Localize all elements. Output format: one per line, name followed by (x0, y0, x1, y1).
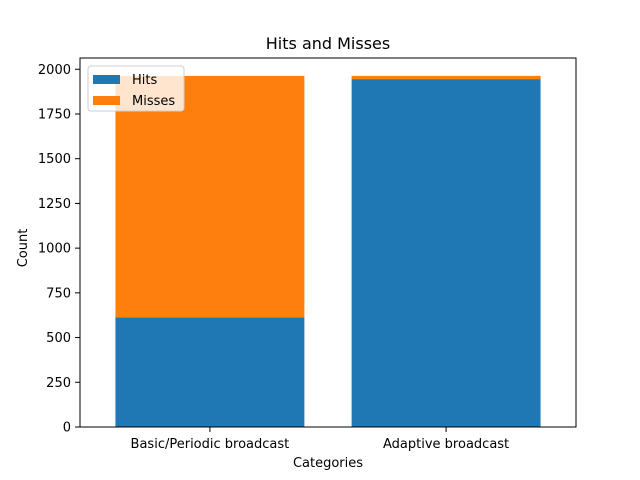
axes-layer (79, 57, 577, 428)
y-tick-label: 750 (46, 286, 71, 301)
legend-swatch-hits (93, 75, 120, 84)
legend-label-misses: Misses (132, 94, 175, 109)
y-tick-label: 2000 (38, 63, 71, 78)
bars-layer (115, 75, 541, 428)
legend: Hits Misses (87, 65, 185, 112)
y-axis-label: Count (16, 229, 31, 268)
legend-label-hits: Hits (132, 73, 157, 88)
bar-hits-0 (115, 317, 305, 427)
legend-swatch-misses (93, 96, 120, 105)
x-tick-label: Adaptive broadcast (383, 437, 509, 452)
y-tick-label: 0 (63, 421, 71, 436)
bar-misses-1 (351, 75, 541, 80)
plot-frame (79, 57, 577, 428)
y-tick-label: 1250 (38, 197, 71, 212)
y-tick-label: 500 (46, 331, 71, 346)
y-tick-label: 250 (46, 376, 71, 391)
x-axis-label: Categories (293, 456, 363, 471)
bar-misses-0 (115, 75, 305, 318)
y-tick-label: 1750 (38, 107, 71, 122)
x-tick-label: Basic/Periodic broadcast (131, 437, 290, 452)
y-tick-label: 1000 (38, 242, 71, 257)
chart-title: Hits and Misses (266, 34, 390, 53)
ticks-layer: Basic/Periodic broadcast Adaptive broadca… (38, 63, 509, 452)
bar-hits-1 (351, 79, 541, 428)
y-tick-label: 1500 (38, 152, 71, 167)
